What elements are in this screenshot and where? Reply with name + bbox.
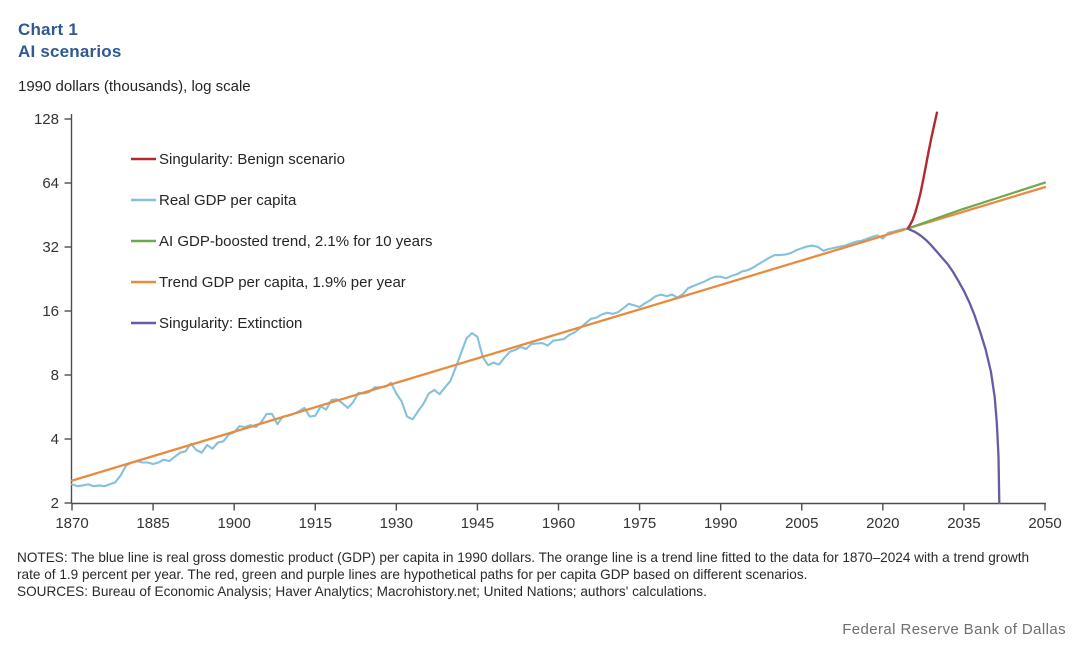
series-line-extinction xyxy=(906,227,1001,505)
legend-item-trend: Trend GDP per capita, 1.9% per year xyxy=(131,274,406,291)
series-line-real_gdp xyxy=(70,227,906,488)
x-axis-tick-label: 1900 xyxy=(217,515,250,532)
chart-canvas: 2 4 8 16 32 64 128 1870 1885 1900 1915 1930 1945 1960… xyxy=(34,111,1062,532)
x-axis-tick-label: 1870 xyxy=(55,515,88,532)
legend-label-trend: Trend GDP per capita, 1.9% per year xyxy=(159,274,406,291)
notes-block: NOTES: The blue line is real gross domes… xyxy=(17,550,1043,601)
legend-label-benign: Singularity: Benign scenario xyxy=(159,151,345,168)
chart-number-label: Chart 1 xyxy=(18,20,78,39)
series-line-benign xyxy=(906,111,939,230)
y-axis-tick-label: 8 xyxy=(51,367,59,384)
y-axis-tick-label: 128 xyxy=(34,111,59,128)
x-axis-tick-label: 1945 xyxy=(461,515,494,532)
x-axis-tick-label: 1990 xyxy=(704,515,737,532)
x-axis-tick-label: 1885 xyxy=(136,515,169,532)
y-axis-unit-label: 1990 dollars (thousands), log scale xyxy=(18,78,251,95)
y-axis-tick-label: 64 xyxy=(42,175,59,192)
y-axis-tick-label: 16 xyxy=(42,303,59,320)
y-axis-tick-label: 2 xyxy=(51,495,59,512)
series-line-ai_boosted xyxy=(906,181,1047,230)
x-axis-tick-label: 1975 xyxy=(623,515,656,532)
legend-label-extinction: Singularity: Extinction xyxy=(159,315,302,332)
x-axis-tick-label: 2035 xyxy=(947,515,980,532)
x-axis-tick-label: 1960 xyxy=(542,515,575,532)
y-axis-tick-label: 4 xyxy=(51,431,59,448)
legend-item-extinction: Singularity: Extinction xyxy=(131,315,302,332)
attribution-text: Federal Reserve Bank of Dallas xyxy=(842,621,1066,638)
x-axis-tick-label: 2005 xyxy=(785,515,818,532)
y-axis-tick-label: 32 xyxy=(42,239,59,256)
x-axis-tick-label: 2050 xyxy=(1028,515,1061,532)
legend-item-real_gdp: Real GDP per capita xyxy=(131,192,297,209)
sources-text: SOURCES: Bureau of Economic Analysis; Ha… xyxy=(17,583,707,599)
series-line-trend xyxy=(70,185,1047,482)
x-axis-tick-label: 1915 xyxy=(299,515,332,532)
page-title: AI scenarios xyxy=(18,42,122,61)
legend-label-ai_boosted: AI GDP-boosted trend, 2.1% for 10 years xyxy=(159,233,432,250)
x-axis-tick-label: 1930 xyxy=(380,515,413,532)
x-axis-tick-label: 2020 xyxy=(866,515,899,532)
notes-text: NOTES: The blue line is real gross domes… xyxy=(17,550,1030,582)
legend-item-ai_boosted: AI GDP-boosted trend, 2.1% for 10 years xyxy=(131,233,432,250)
legend-item-benign: Singularity: Benign scenario xyxy=(131,151,345,168)
legend-label-real_gdp: Real GDP per capita xyxy=(159,192,297,209)
